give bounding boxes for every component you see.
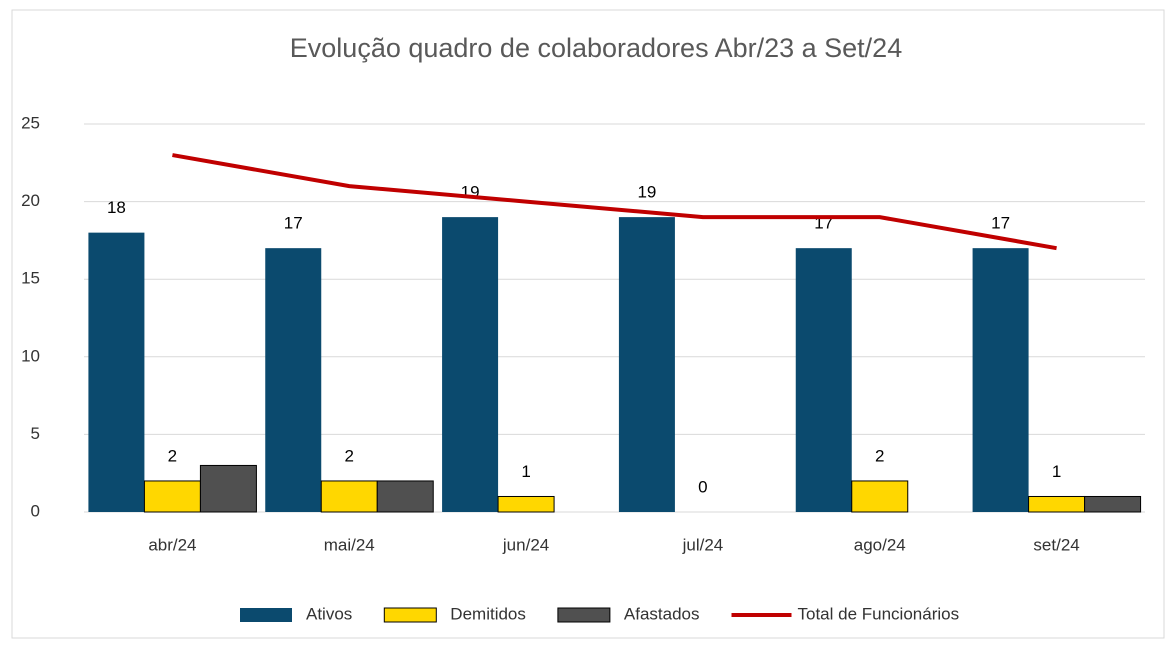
- bar: [497, 495, 555, 513]
- y-tick-label: 15: [21, 269, 40, 288]
- legend-label: Total de Funcionários: [798, 604, 960, 623]
- chart-title: Evolução quadro de colaboradores Abr/23 …: [290, 33, 902, 63]
- bar: [88, 232, 145, 512]
- data-label: 17: [284, 214, 303, 233]
- legend-label: Demitidos: [450, 604, 526, 623]
- x-tick-label: set/24: [1033, 535, 1079, 554]
- data-label: 0: [698, 477, 707, 496]
- legend-swatch: [557, 607, 611, 623]
- bar: [265, 248, 322, 512]
- bar: [795, 248, 852, 512]
- bar: [376, 480, 434, 513]
- x-tick-label: mai/24: [324, 535, 375, 554]
- x-tick-label: jun/24: [502, 535, 549, 554]
- y-tick-label: 10: [21, 346, 40, 365]
- x-tick-label: jul/24: [682, 535, 724, 554]
- chart-frame: [11, 9, 1165, 639]
- bar: [618, 217, 675, 512]
- legend-label: Afastados: [624, 604, 700, 623]
- bar: [143, 480, 201, 513]
- y-tick-label: 20: [21, 191, 40, 210]
- data-label: 2: [168, 446, 177, 465]
- bar: [320, 480, 378, 513]
- y-tick-label: 0: [31, 501, 40, 520]
- line: [172, 153, 1057, 251]
- data-label: 1: [1052, 462, 1061, 481]
- y-tick-label: 25: [21, 113, 40, 132]
- bar: [1028, 495, 1086, 513]
- data-label: 19: [637, 183, 656, 202]
- bar: [199, 464, 257, 513]
- data-label: 2: [875, 446, 884, 465]
- y-tick-label: 5: [31, 424, 40, 443]
- data-label: 17: [991, 214, 1010, 233]
- bar: [972, 248, 1029, 512]
- legend-swatch: [240, 608, 292, 622]
- data-label: 2: [345, 446, 354, 465]
- bar: [1084, 495, 1142, 513]
- legend-label: Ativos: [306, 604, 352, 623]
- bar: [851, 480, 909, 513]
- data-label: 1: [521, 462, 530, 481]
- data-label: 18: [107, 198, 126, 217]
- x-tick-label: ago/24: [854, 535, 906, 554]
- legend-swatch: [383, 607, 437, 623]
- bar: [442, 217, 499, 512]
- x-tick-label: abr/24: [148, 535, 196, 554]
